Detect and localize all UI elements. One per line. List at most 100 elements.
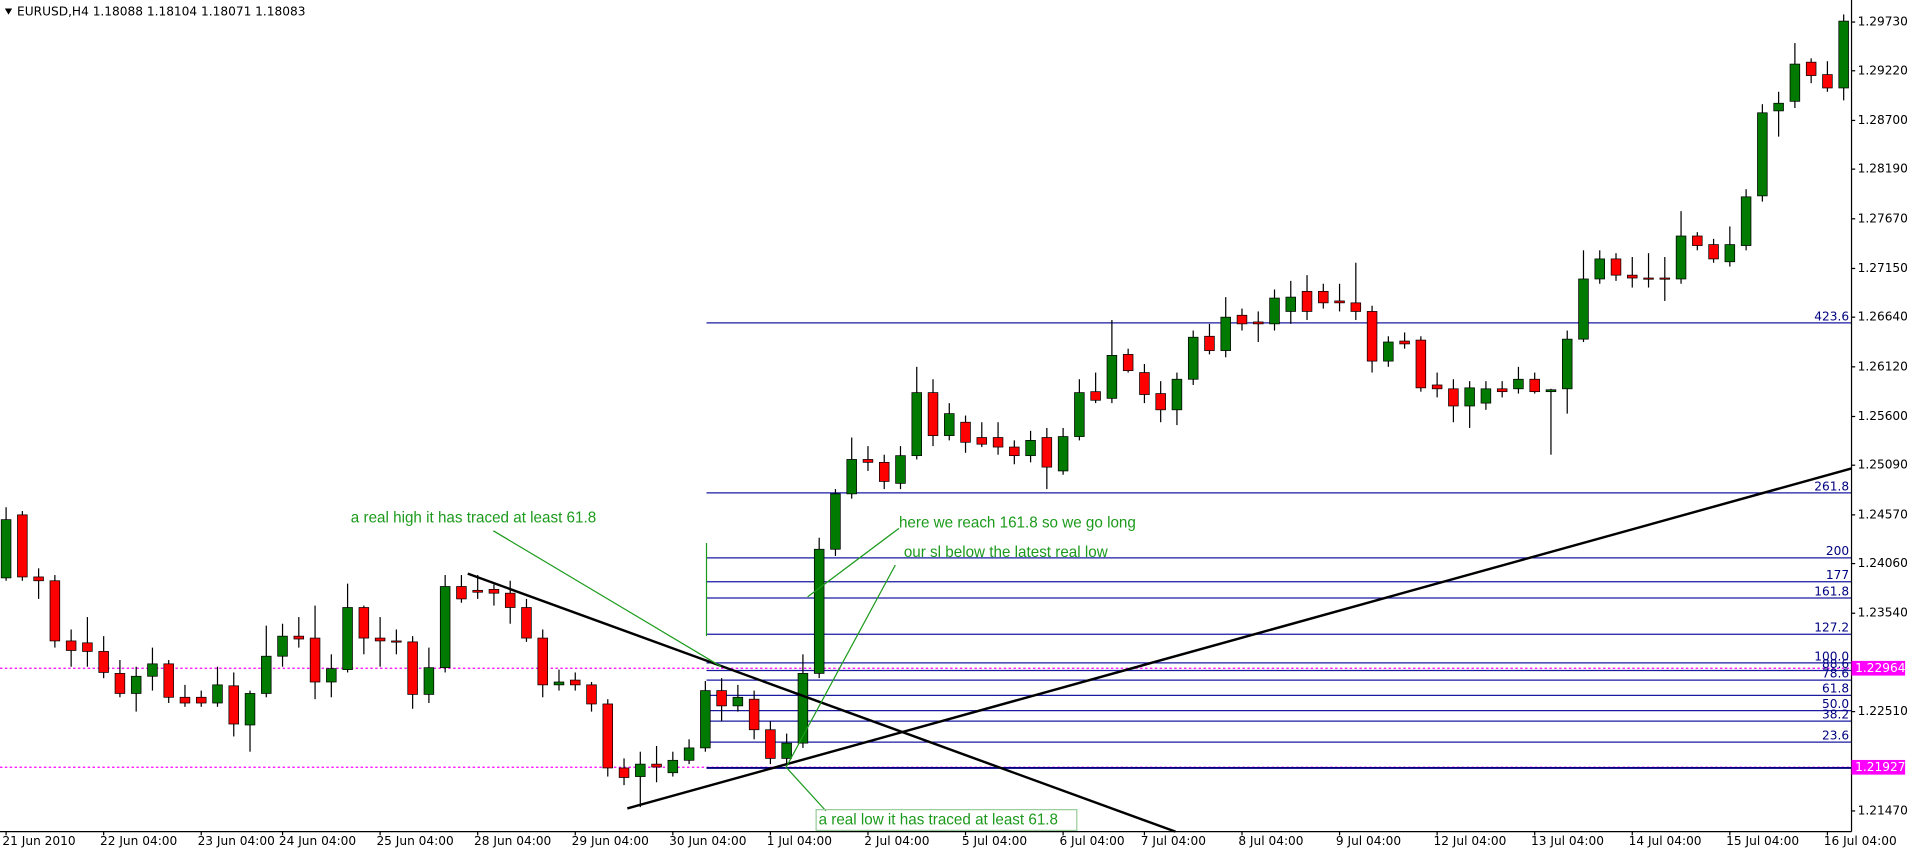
candle-body — [651, 763, 662, 768]
candle-body — [309, 637, 321, 683]
candle-body — [0, 519, 12, 579]
y-tick-label: 1.27150 — [1858, 261, 1908, 275]
candle-body — [407, 641, 418, 695]
candle-body — [797, 673, 809, 744]
x-tick-label: 24 Jun 04:00 — [279, 834, 356, 848]
candle-body — [49, 580, 61, 642]
x-tick-label: 8 Jul 04:00 — [1238, 834, 1303, 848]
candle-body — [944, 413, 955, 436]
candle-body — [1448, 388, 1459, 407]
x-tick-label: 2 Jul 04:00 — [864, 834, 929, 848]
candle-body — [1415, 339, 1427, 389]
y-tick-label: 1.24570 — [1858, 507, 1908, 521]
candle-body — [700, 690, 711, 749]
candle-body — [846, 459, 857, 495]
candle-body — [862, 459, 874, 463]
candle-body — [1464, 387, 1475, 407]
x-tick-label: 15 Jul 04:00 — [1726, 834, 1799, 848]
fib-label: 78.6 — [1822, 666, 1849, 680]
y-tick-label: 1.29730 — [1858, 15, 1908, 29]
pointer-line — [807, 527, 900, 598]
candle-body — [179, 696, 191, 704]
candle-body — [1610, 258, 1622, 276]
fib-label: 88.6 — [1822, 657, 1849, 671]
annotation: a real low it has traced at least 61.8 — [819, 812, 1058, 829]
candle-body — [147, 663, 158, 677]
trend-line — [627, 467, 1852, 810]
y-tick-label: 1.24060 — [1858, 556, 1908, 570]
candle-body — [374, 637, 386, 642]
candle-body — [1805, 61, 1817, 76]
fib-label: 23.6 — [1822, 729, 1849, 743]
candle-body — [1350, 302, 1362, 312]
candle-body — [1659, 277, 1671, 280]
candle-body — [911, 392, 922, 457]
candle-body — [1074, 392, 1085, 437]
candle-body — [163, 663, 174, 698]
candle-body — [765, 729, 776, 759]
candle-body — [212, 684, 223, 704]
candle-body — [716, 690, 727, 707]
x-tick-label: 28 Jun 04:00 — [474, 834, 551, 848]
x-tick-label: 23 Jun 04:00 — [198, 834, 275, 848]
candle-body — [537, 637, 548, 686]
annotation: a real high it has traced at least 61.8 — [351, 510, 596, 527]
candle-body — [1269, 297, 1280, 325]
candle-body — [521, 607, 532, 639]
fib-label: 161.8 — [1814, 584, 1849, 598]
annotation: here we reach 161.8 so we go long — [899, 514, 1136, 531]
pointer-line — [785, 564, 896, 769]
candle-body — [570, 679, 581, 686]
candle-body — [1822, 74, 1833, 89]
candle-body — [878, 461, 890, 482]
price-tag — [1851, 660, 1906, 676]
candle-body — [261, 655, 272, 694]
candle-body — [927, 392, 939, 436]
candle-body — [1285, 296, 1297, 312]
x-tick-label: 6 Jul 04:00 — [1059, 834, 1124, 848]
candle-body — [244, 693, 256, 726]
annotation-box — [815, 809, 1078, 832]
candle-body — [635, 763, 646, 777]
candle-body — [504, 592, 516, 608]
y-tick-label: 1.26640 — [1858, 310, 1908, 324]
price-tag — [1851, 759, 1906, 775]
candle-body — [830, 493, 841, 550]
x-tick-label: 12 Jul 04:00 — [1433, 834, 1506, 848]
x-tick-label: 22 Jun 04:00 — [100, 834, 177, 848]
candle-body — [1025, 440, 1036, 457]
candle-body — [1253, 321, 1264, 325]
candle-body — [1740, 196, 1752, 246]
candle-body — [976, 437, 988, 445]
candle-body — [1545, 389, 1557, 393]
candle-body — [228, 685, 239, 725]
candle-body — [732, 696, 744, 707]
candle-body — [391, 640, 402, 643]
candle-body — [1789, 63, 1801, 102]
pointer-line — [493, 530, 722, 668]
candle-body — [1399, 340, 1410, 345]
candle-body — [1090, 391, 1101, 401]
candles — [0, 14, 1849, 808]
candle-body — [1724, 244, 1736, 263]
axes: 1.29730 1.29220 1.28700 1.28190 1.27670 1.271… — [2, 15, 1907, 848]
candle-body — [618, 767, 630, 778]
y-tick-label: 1.25090 — [1858, 458, 1908, 472]
candle-body — [277, 635, 288, 657]
candle-body — [1431, 384, 1443, 390]
x-tick-label: 1 Jul 04:00 — [767, 834, 832, 848]
fib-label: 127.2 — [1814, 621, 1849, 635]
candle-body — [1366, 311, 1378, 362]
candle-body — [960, 421, 971, 443]
candle-body — [1627, 274, 1638, 279]
candle-body — [1513, 378, 1524, 390]
candle-body — [326, 668, 337, 683]
fib-label: 177 — [1826, 568, 1849, 582]
candle-body — [1838, 20, 1849, 89]
y-tick-label: 1.28700 — [1858, 113, 1908, 127]
fib-label: 61.8 — [1822, 682, 1849, 696]
x-tick-label: 7 Jul 04:00 — [1141, 834, 1206, 848]
candle-body — [602, 703, 614, 769]
candle-body — [342, 607, 353, 670]
